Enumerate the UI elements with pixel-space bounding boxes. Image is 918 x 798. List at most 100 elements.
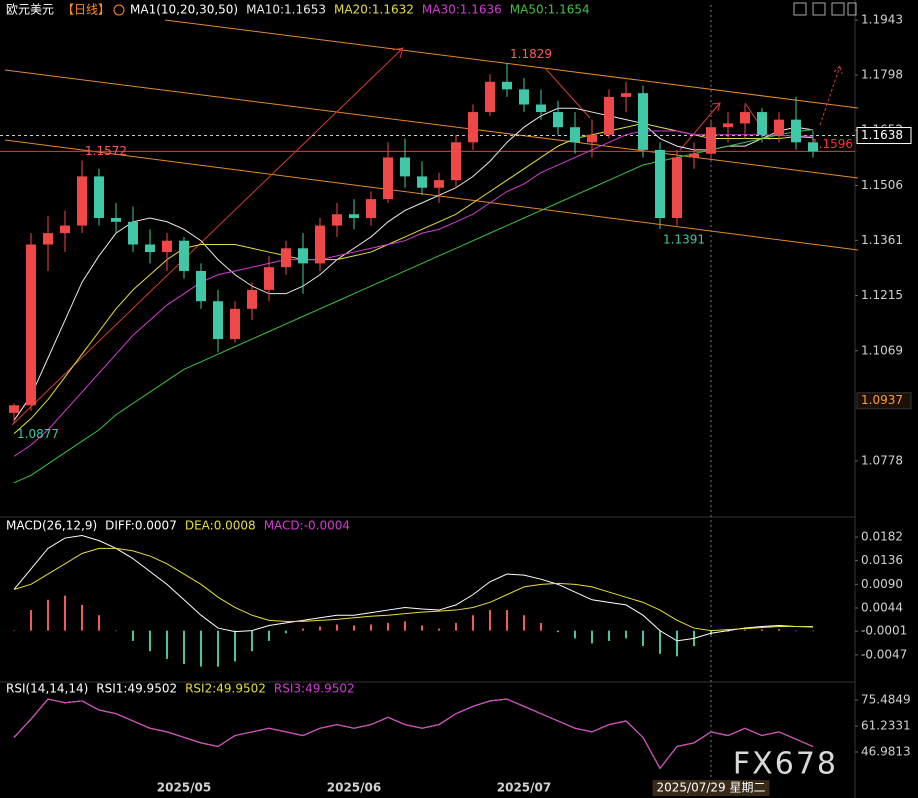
y-tick-label: 1.1943 (861, 13, 903, 27)
candle-body (740, 112, 750, 124)
y-tick-label: 0.0136 (861, 553, 903, 567)
candle-body (128, 221, 138, 245)
extreme-label: 1.1572 (85, 144, 127, 158)
price-box (856, 127, 912, 145)
macd-bar (557, 630, 559, 633)
candle-body (672, 157, 682, 219)
channel-line (4, 139, 859, 251)
series-line (13, 107, 814, 421)
channel-lines (4, 19, 859, 251)
y-tick-label: 1.1361 (861, 233, 903, 247)
price-box (856, 392, 912, 410)
macd-bar (149, 630, 151, 652)
macd-bar (540, 622, 542, 631)
y-tick-label: 75.4849 (861, 693, 911, 707)
extreme-label: 1.0877 (17, 427, 59, 441)
channel-line (4, 69, 859, 179)
legend-text: 【日线】 (62, 3, 110, 17)
candle-body (791, 119, 801, 143)
candle-body (315, 225, 325, 264)
x-tick-label: 2025/06 (327, 781, 381, 795)
candle-body (468, 112, 478, 143)
y-tick-label: 1.1215 (861, 288, 903, 302)
candle-body (366, 199, 376, 219)
y-tick-label: 46.9813 (861, 744, 911, 758)
macd-bar (217, 630, 219, 667)
candle-body (434, 180, 444, 188)
legend-text: DEA:0.0008 (185, 519, 256, 533)
candle-body (298, 248, 308, 264)
macd-bar (591, 630, 593, 644)
macd-bar (744, 629, 746, 631)
candle-body (536, 104, 546, 113)
candle-body (383, 157, 393, 200)
macd-bar (387, 622, 389, 631)
macd-bar (506, 610, 508, 631)
legend-text: RSI3:49.9502 (274, 682, 355, 696)
x-tick-label: 2025/05 (157, 781, 211, 795)
toolbar-button[interactable] (812, 2, 826, 16)
macd-bar (625, 630, 627, 639)
arrow-head (392, 47, 404, 59)
legend-text: RSI(14,14,14) (6, 682, 88, 696)
crosshair-label: 2025/07/29 星期二 (657, 781, 766, 795)
toolbar-button[interactable] (847, 2, 857, 16)
y-tick-label: 0.0044 (861, 601, 903, 615)
series-line (13, 698, 814, 770)
macd-bar (438, 628, 440, 631)
series-line (13, 547, 813, 632)
legend-text: DIFF:0.0007 (105, 519, 177, 533)
price-label: 1.1596 (811, 137, 853, 151)
macd-bar (710, 630, 712, 635)
macd-bar (659, 630, 661, 654)
macd-bar (336, 624, 338, 631)
macd-bar (200, 630, 202, 667)
candle-body (553, 112, 563, 128)
candle-body (247, 289, 257, 309)
price-label: 1.0937 (861, 393, 903, 407)
y-tick-label: 0.0182 (861, 530, 903, 544)
candle-body (213, 301, 223, 340)
watermark: FX678 (733, 747, 838, 782)
arrow (679, 102, 721, 151)
macd-bar (183, 630, 185, 665)
macd-bar (727, 630, 729, 632)
candle-body (485, 81, 495, 113)
macd-bar (778, 629, 780, 631)
macd-bar (353, 625, 355, 631)
series-line (13, 122, 814, 435)
candle-body (808, 142, 818, 152)
series-line (13, 698, 814, 770)
macd-bar (64, 595, 66, 631)
y-tick-label: 1.0778 (861, 453, 903, 467)
legend-text: MACD(26,12,9) (6, 519, 97, 533)
toolbar-button[interactable] (831, 2, 845, 16)
series-line (13, 130, 814, 457)
candle-body (502, 81, 512, 90)
toolbar-button[interactable] (793, 2, 807, 16)
series-line (13, 534, 814, 642)
y-tick-label: 1.1506 (861, 178, 903, 192)
candle-body (9, 405, 19, 413)
toolbar (793, 2, 857, 16)
macd-bar (404, 621, 406, 631)
candle-body (111, 218, 121, 222)
macd-bar (761, 629, 763, 631)
candle-body (281, 248, 291, 268)
candle-body (230, 308, 240, 340)
series-line (13, 128, 814, 484)
trend-arrows (11, 47, 843, 426)
candle-body (196, 270, 206, 302)
y-tick-label: 61.2331 (861, 719, 911, 733)
candle-body (587, 134, 597, 143)
candle-body (77, 176, 87, 226)
candle-body (757, 112, 767, 135)
candle-body (774, 119, 784, 135)
arrow (819, 65, 843, 126)
legend-text: RSI2:49.9502 (185, 682, 266, 696)
macd-bar (608, 630, 610, 641)
icon (113, 4, 125, 16)
macd-bar (302, 628, 304, 631)
macd-bar (30, 610, 32, 631)
